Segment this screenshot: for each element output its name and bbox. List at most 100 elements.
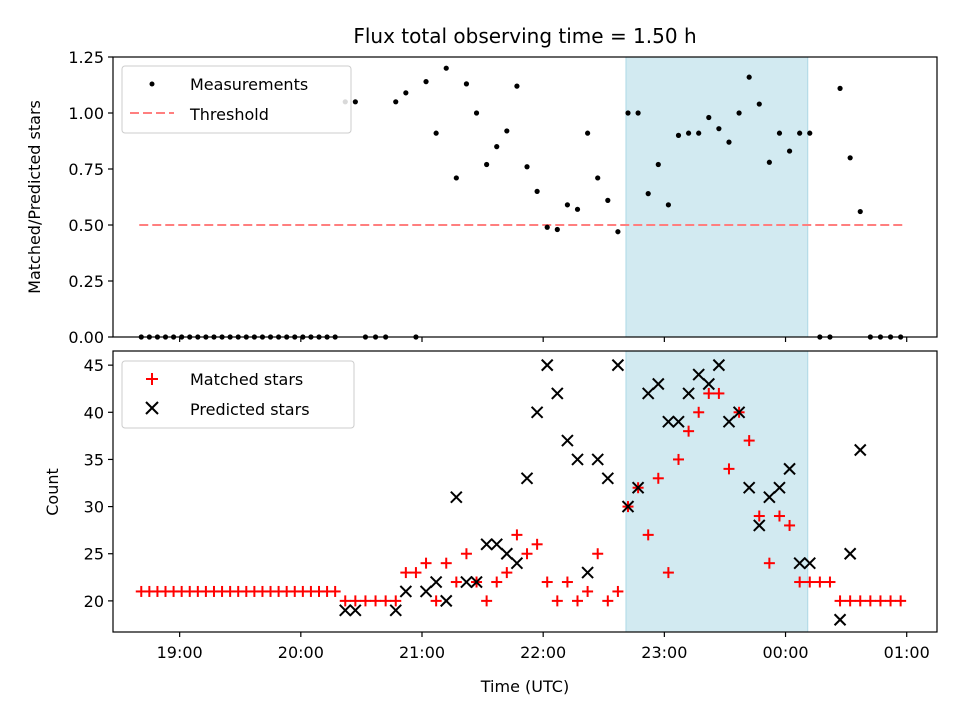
x-tick-label: 21:00 xyxy=(399,643,445,662)
matched-point xyxy=(430,595,442,607)
measurement-point xyxy=(433,130,439,136)
predicted-point xyxy=(763,490,776,504)
predicted-point xyxy=(429,575,443,589)
top-y-tick-label: 1.25 xyxy=(68,48,104,67)
predicted-point xyxy=(480,538,493,551)
measurement-point xyxy=(746,74,752,80)
chart-title: Flux total observing time = 1.50 h xyxy=(353,24,696,48)
matched-point xyxy=(723,463,735,475)
top-panel: 0.00 0.25 0.50 0.75 1.00 1.25 Matched/Predict… xyxy=(25,48,938,347)
matched-point xyxy=(763,557,775,569)
measurement-point xyxy=(514,83,520,89)
predicted-point xyxy=(510,556,524,570)
matched-point xyxy=(400,567,412,579)
measurement-point xyxy=(585,130,591,136)
measurement-point xyxy=(504,128,510,134)
predicted-point xyxy=(854,443,867,457)
predicted-point xyxy=(742,481,756,494)
legend-predicted-marker xyxy=(145,401,159,415)
predicted-point xyxy=(611,358,625,372)
matched-point xyxy=(450,576,462,588)
matched-point xyxy=(370,595,382,607)
predicted-point xyxy=(753,519,766,532)
measurement-point xyxy=(766,159,772,165)
measurement-point xyxy=(554,226,560,233)
bottom-legend-box xyxy=(121,360,355,429)
matched-point xyxy=(440,557,452,569)
predicted-point xyxy=(672,415,685,428)
predicted-point xyxy=(419,585,433,598)
measurement-point xyxy=(564,202,571,208)
measurement-point xyxy=(847,155,853,161)
measurement-point xyxy=(635,110,641,116)
predicted-point xyxy=(631,481,645,494)
matched-point xyxy=(612,585,624,597)
measurement-point xyxy=(524,164,530,170)
measurement-point xyxy=(685,130,692,136)
top-y-tick-label: 0.25 xyxy=(68,272,104,291)
measurement-point xyxy=(797,130,803,136)
matched-point xyxy=(895,595,907,607)
measurement-point xyxy=(736,110,742,116)
x-tick-label: 01:00 xyxy=(884,643,930,662)
matched-markers xyxy=(135,387,907,607)
matched-point xyxy=(561,576,573,588)
bottom-y-axis-label: Count xyxy=(43,468,62,516)
measurement-point xyxy=(605,197,611,203)
top-x-ticks xyxy=(179,337,908,342)
measurement-point xyxy=(534,188,540,194)
predicted-point xyxy=(460,575,473,589)
matched-point xyxy=(794,576,806,588)
top-y-tick-label: 1.00 xyxy=(68,104,104,123)
measurement-point xyxy=(625,110,631,116)
matched-point xyxy=(864,595,876,607)
bottom-y-tick-label: 25 xyxy=(84,545,104,564)
matched-point xyxy=(804,576,816,588)
matched-point xyxy=(460,548,472,560)
measurement-point xyxy=(423,79,429,85)
matched-point xyxy=(844,595,856,607)
matched-point xyxy=(824,576,836,588)
legend-threshold: Threshold xyxy=(189,105,269,124)
x-tick-label: 19:00 xyxy=(157,643,203,662)
matched-point xyxy=(329,585,341,597)
top-y-tick-label: 0.00 xyxy=(68,328,104,347)
matched-point xyxy=(874,595,886,607)
matched-point xyxy=(672,453,684,465)
predicted-point xyxy=(783,462,796,476)
measurement-point xyxy=(675,132,682,138)
bottom-y-tick-label: 40 xyxy=(84,403,104,422)
predicted-point xyxy=(803,556,816,570)
predicted-point xyxy=(541,358,554,372)
measurement-point xyxy=(756,101,762,107)
predicted-point xyxy=(712,358,726,372)
measurement-point xyxy=(837,85,843,91)
predicted-point xyxy=(682,387,695,400)
measurement-point xyxy=(696,130,702,136)
predicted-point xyxy=(551,387,564,400)
matched-point xyxy=(854,595,866,607)
predicted-point xyxy=(773,481,786,494)
measurement-point xyxy=(665,202,671,208)
predicted-point xyxy=(662,415,675,428)
bottom-y-ticks: 20 25 30 35 40 45 xyxy=(84,356,113,611)
predicted-point xyxy=(500,547,514,560)
predicted-point xyxy=(349,604,362,617)
predicted-point xyxy=(591,453,604,466)
x-tick-label: 00:00 xyxy=(762,643,808,662)
predicted-point xyxy=(833,613,847,626)
measurement-point xyxy=(484,161,490,168)
predicted-point xyxy=(641,387,655,400)
x-tick-label: 23:00 xyxy=(641,643,687,662)
top-legend-box xyxy=(121,65,352,134)
legend-matched-marker xyxy=(146,373,158,385)
top-legend: Measurements Threshold xyxy=(121,65,352,134)
matched-point xyxy=(572,595,584,607)
predicted-point xyxy=(652,377,665,391)
bottom-legend: Matched stars Predicted stars xyxy=(121,360,355,429)
bottom-y-tick-label: 45 xyxy=(84,356,104,375)
legend-measurements: Measurements xyxy=(190,75,308,94)
legend-predicted: Predicted stars xyxy=(190,400,310,419)
predicted-point xyxy=(702,377,715,391)
predicted-point xyxy=(399,585,413,598)
